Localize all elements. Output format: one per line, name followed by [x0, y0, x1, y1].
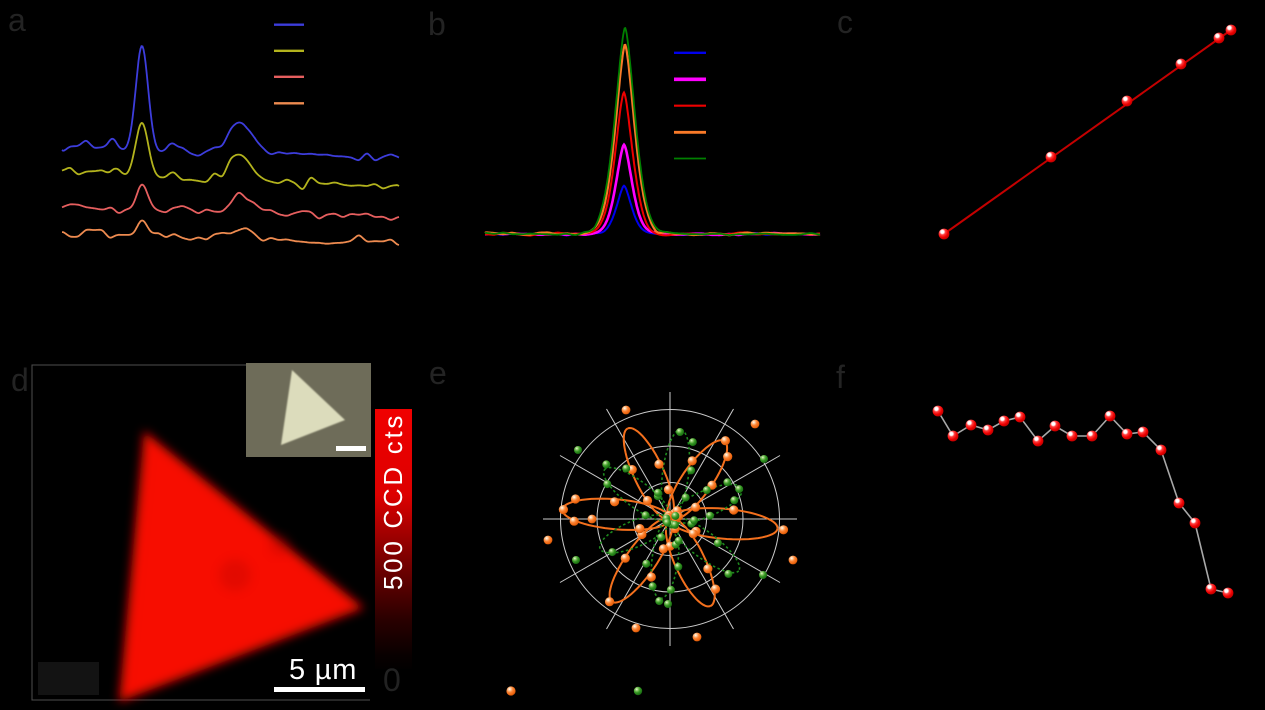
svg-text:500 CCD cts: 500 CCD cts: [378, 413, 408, 590]
svg-text:0: 0: [383, 662, 401, 698]
svg-text:5 µm: 5 µm: [289, 654, 357, 686]
